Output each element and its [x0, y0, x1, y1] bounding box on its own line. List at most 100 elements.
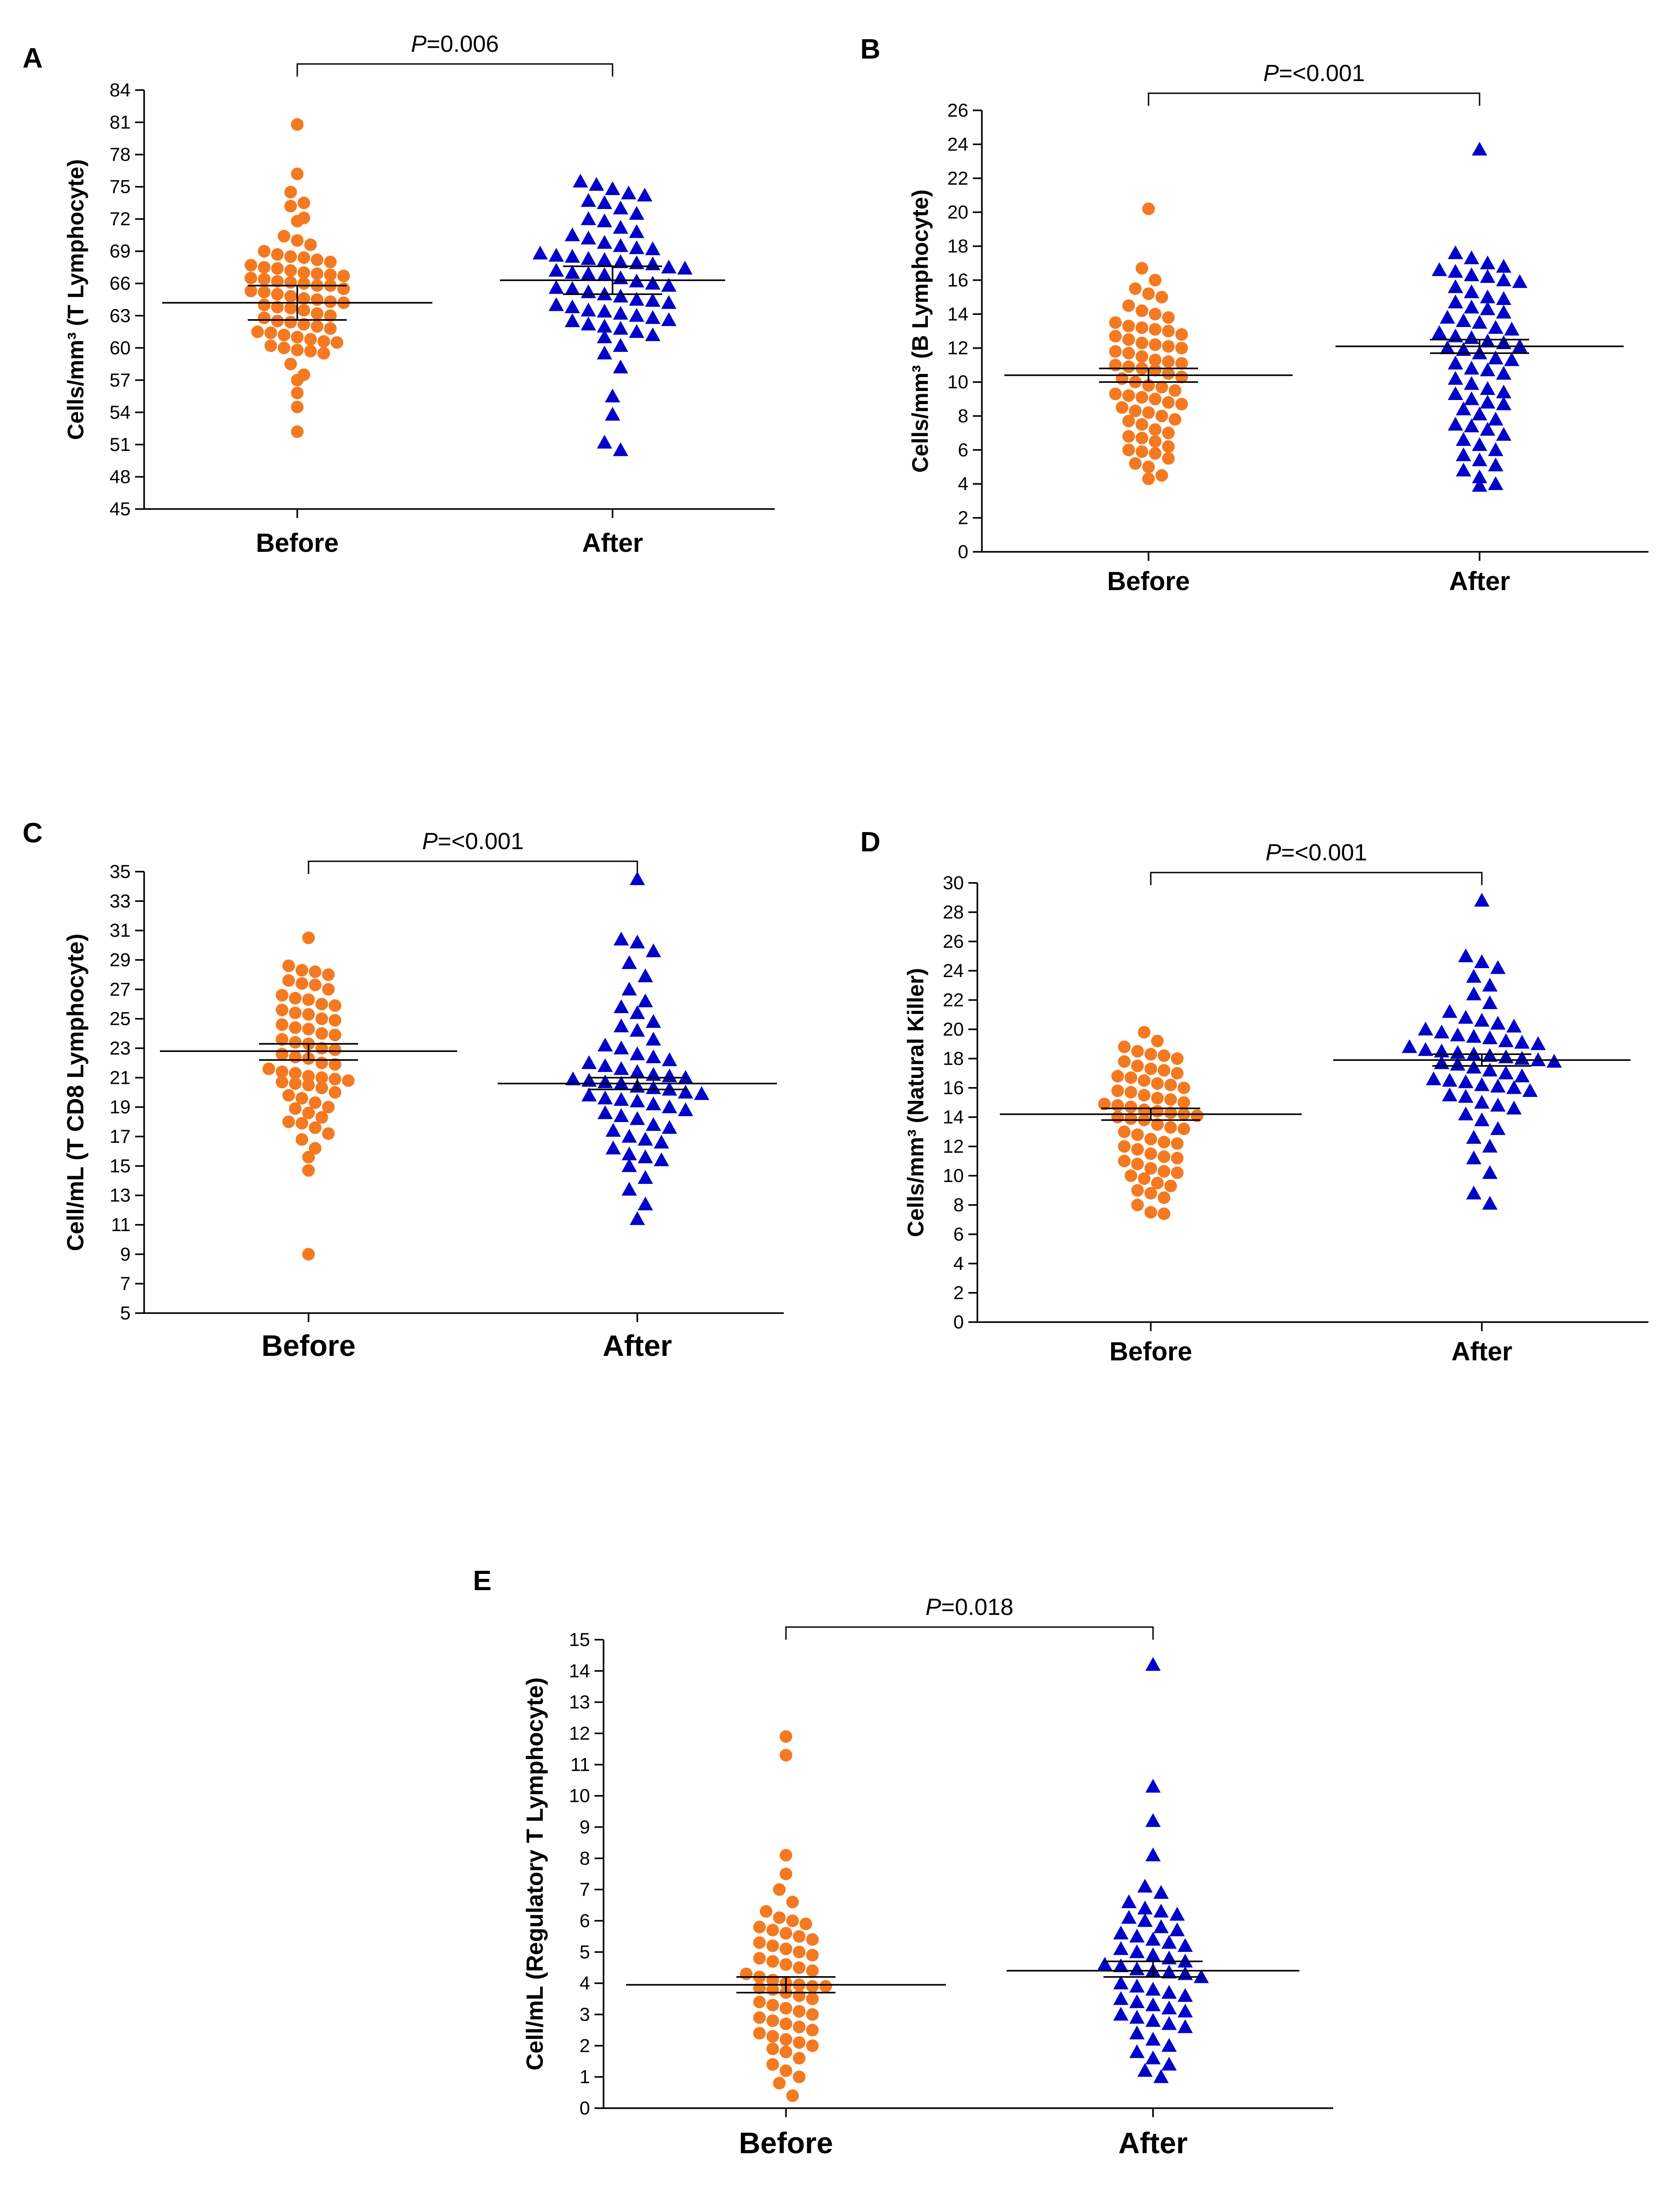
category-label-after: After — [1449, 567, 1510, 596]
data-point — [1155, 409, 1168, 423]
data-point — [289, 1067, 302, 1080]
data-point — [1456, 463, 1471, 477]
data-point — [1402, 1039, 1417, 1053]
data-point — [1158, 1191, 1171, 1204]
data-point — [597, 1074, 613, 1088]
data-point — [291, 168, 304, 180]
data-point — [622, 982, 637, 996]
data-point — [613, 220, 628, 234]
data-point — [1131, 1059, 1144, 1073]
data-point — [297, 292, 310, 305]
significance-bracket — [1150, 872, 1483, 885]
data-point — [1482, 995, 1498, 1009]
data-point — [1145, 1997, 1161, 2011]
data-point — [1144, 1048, 1157, 1061]
data-point — [1496, 272, 1512, 286]
data-point — [302, 1164, 315, 1177]
series-before — [1004, 202, 1293, 485]
data-point — [251, 325, 264, 338]
data-point — [1472, 452, 1487, 467]
panel-letter: C — [23, 818, 43, 849]
data-point — [806, 2008, 819, 2021]
data-point — [1122, 319, 1135, 332]
data-point — [258, 298, 271, 311]
data-point — [1450, 1045, 1466, 1059]
data-point — [1149, 392, 1162, 405]
data-point — [1490, 1078, 1506, 1093]
data-point — [637, 1196, 653, 1210]
category-label-after: After — [1451, 1337, 1512, 1366]
data-point — [613, 238, 628, 252]
data-point — [1480, 381, 1495, 395]
data-point — [1498, 1033, 1514, 1047]
data-point — [1118, 1041, 1131, 1053]
data-point — [331, 336, 344, 349]
y-tick-label: 2 — [954, 1282, 964, 1303]
data-point — [589, 177, 604, 191]
data-point — [309, 978, 322, 991]
y-tick-label: 19 — [109, 1096, 131, 1118]
data-point — [276, 1065, 289, 1078]
data-point — [1466, 987, 1482, 1000]
data-point — [1109, 387, 1122, 400]
data-point — [645, 1080, 661, 1094]
data-point — [1496, 396, 1512, 410]
data-point — [258, 245, 271, 258]
data-point — [277, 230, 291, 243]
data-point — [1512, 274, 1528, 288]
data-point — [245, 272, 258, 285]
data-point — [302, 993, 315, 1006]
data-point — [295, 1133, 309, 1146]
data-point — [276, 1033, 289, 1046]
y-tick-label: 22 — [943, 989, 964, 1010]
y-tick-label: 14 — [943, 1106, 964, 1128]
y-tick-label: 17 — [109, 1126, 131, 1147]
data-point — [276, 1076, 289, 1089]
data-point — [309, 1121, 322, 1134]
y-tick-label: 75 — [109, 176, 131, 197]
data-point — [1171, 1067, 1184, 1080]
data-point — [276, 1004, 289, 1017]
data-point — [1153, 1885, 1169, 1899]
data-point — [1129, 457, 1142, 470]
data-point — [1496, 291, 1512, 305]
data-point — [1149, 308, 1162, 321]
data-point — [630, 1064, 645, 1078]
data-point — [572, 173, 588, 188]
data-point — [1131, 1184, 1144, 1197]
y-tick-label: 4 — [954, 1253, 964, 1274]
data-point — [1488, 350, 1503, 364]
data-point — [1129, 2025, 1145, 2040]
data-point — [309, 1096, 322, 1109]
y-tick-label: 0 — [580, 2097, 590, 2119]
data-point — [1530, 1036, 1546, 1050]
data-point — [1122, 299, 1135, 312]
data-point — [793, 1961, 806, 1974]
data-point — [1111, 1084, 1124, 1097]
data-point — [315, 1012, 328, 1025]
data-point — [645, 1117, 661, 1131]
y-tick-label: 27 — [109, 978, 131, 1000]
data-point — [1158, 1049, 1171, 1062]
data-point — [1118, 1140, 1131, 1153]
data-point — [1131, 1199, 1144, 1211]
data-point — [662, 1068, 677, 1082]
panel-letter: D — [860, 827, 881, 858]
data-point — [630, 1093, 645, 1108]
data-point — [1177, 2004, 1193, 2018]
y-tick-label: 60 — [109, 337, 131, 358]
y-tick-label: 22 — [947, 168, 968, 189]
data-point — [324, 255, 337, 268]
data-point — [289, 1036, 302, 1049]
data-point — [597, 435, 613, 449]
data-point — [1162, 340, 1175, 353]
data-point — [1138, 1089, 1151, 1102]
data-point — [581, 1087, 597, 1102]
data-point — [1158, 1064, 1171, 1077]
data-point — [1490, 1016, 1506, 1030]
data-point — [1144, 1147, 1157, 1160]
y-tick-label: 11 — [570, 1754, 590, 1775]
data-point — [1144, 1187, 1157, 1200]
data-point — [1164, 1121, 1177, 1134]
